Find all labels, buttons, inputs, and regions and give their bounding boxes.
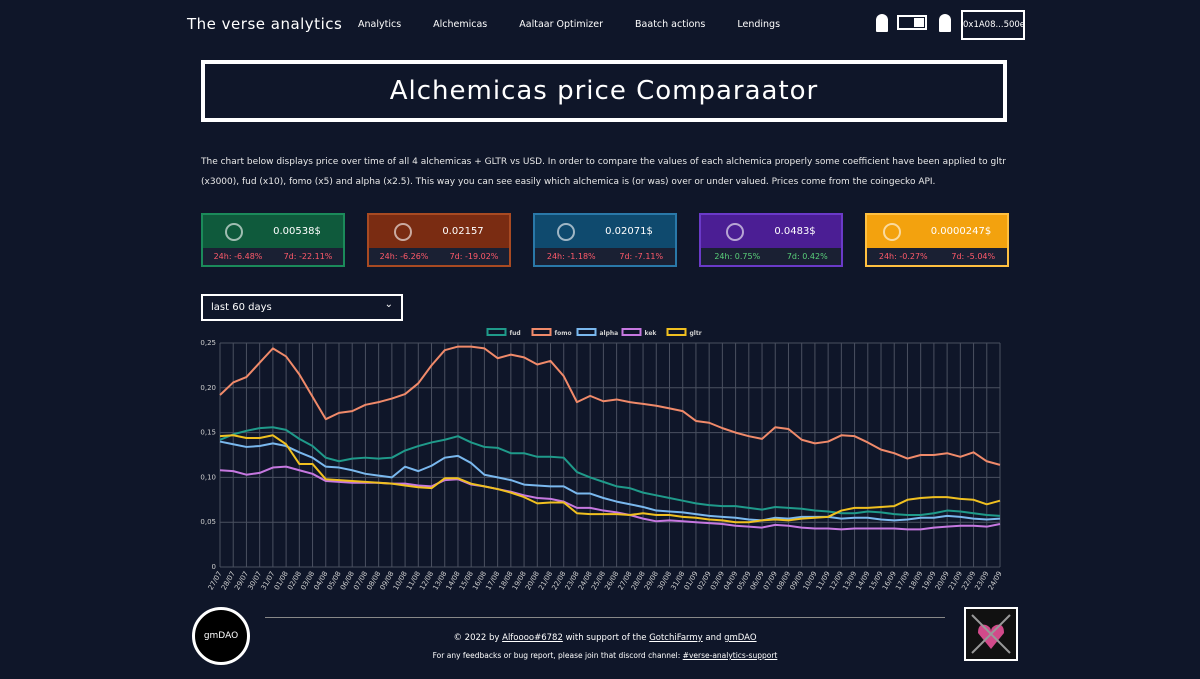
footer-text: with support of the: [565, 633, 647, 643]
alchemica-icon: [726, 222, 745, 241]
change-7d: 7d: -7.11%: [619, 252, 664, 261]
card-top: 0.0483$: [701, 215, 841, 248]
footer-link[interactable]: Alfoooo#6782: [502, 633, 563, 643]
change-7d: 7d: 0.42%: [786, 252, 828, 261]
card-top: 0.00538$: [203, 215, 343, 248]
card-bottom: 24h: 0.75% 7d: 0.42%: [701, 248, 841, 265]
price-cards: 0.00538$ 24h: -6.48% 7d: -22.11% 0.02157 24h…: [201, 213, 1009, 267]
alchemica-icon: [394, 222, 413, 241]
footer-credits: © 2022 by Alfoooo#6782 with support of t…: [265, 633, 945, 643]
intro-text: The chart below displays price over time…: [201, 157, 1006, 187]
alchemica-icon: [557, 222, 576, 241]
legend-swatch: [576, 328, 597, 336]
y-tick-label: 0,05: [200, 518, 216, 526]
change-24h: 24h: -1.18%: [546, 252, 596, 261]
change-24h: 24h: 0.75%: [714, 252, 761, 261]
card-top: 0.0000247$: [867, 215, 1007, 248]
y-tick-label: 0,15: [200, 429, 216, 437]
change-24h: 24h: -0.27%: [878, 252, 928, 261]
legend-label: gltr: [690, 330, 702, 337]
nav-link[interactable]: Analytics: [358, 19, 402, 30]
change-7d: 7d: -5.04%: [951, 252, 996, 261]
toggle-knob: [914, 18, 924, 27]
footer-feedback: For any feedbacks or bug report, please …: [265, 651, 945, 660]
footer-link[interactable]: GotchiFarmy: [649, 633, 703, 643]
price-card: 0.0000247$ 24h: -0.27% 7d: -5.04%: [865, 213, 1009, 267]
footer-image: [964, 607, 1018, 661]
price: 0.02071$: [605, 226, 653, 237]
footer-text: © 2022 by: [453, 633, 500, 643]
page-title: Alchemicas price Comparaator: [201, 60, 1007, 122]
price: 0.00538$: [273, 226, 321, 237]
change-7d: 7d: -22.11%: [283, 252, 333, 261]
change-24h: 24h: -6.26%: [379, 252, 429, 261]
legend-swatch: [531, 328, 552, 336]
theme-toggle[interactable]: [897, 15, 927, 30]
legend-swatch: [621, 328, 642, 336]
footer-rule: [265, 617, 945, 618]
period-select[interactable]: last 60 days: [201, 293, 403, 321]
ghost-icon: [876, 14, 888, 32]
card-bottom: 24h: -6.26% 7d: -19.02%: [369, 248, 509, 265]
card-bottom: 24h: -6.48% 7d: -22.11%: [203, 248, 343, 265]
change-7d: 7d: -19.02%: [449, 252, 499, 261]
legend-label: kek: [645, 330, 658, 337]
gotchi-art: [971, 614, 1011, 654]
series-line: [219, 465, 1001, 531]
discord-link[interactable]: #verse-analytics-support: [682, 651, 778, 660]
brand[interactable]: The verse analytics: [187, 15, 343, 33]
legend-swatch: [666, 328, 687, 336]
x-tick-label: 24/09: [987, 570, 1004, 590]
price: 0.02157: [442, 226, 484, 237]
series-line: [219, 345, 1001, 466]
chart: 00,050,100,150,200,2527/0728/0729/0730/0…: [200, 328, 1004, 590]
footer-logo: gmDAO: [192, 607, 250, 665]
footer-link[interactable]: gmDAO: [724, 633, 757, 643]
card-top: 0.02157: [369, 215, 509, 248]
card-bottom: 24h: -1.18% 7d: -7.11%: [535, 248, 675, 265]
price: 0.0483$: [774, 226, 816, 237]
legend-swatch: [486, 328, 507, 336]
series-line: [219, 426, 1001, 517]
footer-text: and: [705, 633, 722, 643]
y-tick-label: 0: [212, 563, 216, 571]
nav-link[interactable]: Baatch actions: [635, 19, 706, 30]
nav-link[interactable]: Aaltaar Optimizer: [519, 19, 604, 30]
wallet-button[interactable]: 0x1A08...500e: [961, 10, 1025, 40]
price: 0.0000247$: [930, 226, 992, 237]
legend-label: alpha: [600, 330, 619, 337]
price-card: 0.02071$ 24h: -1.18% 7d: -7.11%: [533, 213, 677, 267]
y-tick-label: 0,25: [200, 339, 216, 347]
series-line: [219, 440, 1001, 522]
y-tick-label: 0,10: [200, 473, 216, 481]
card-bottom: 24h: -0.27% 7d: -5.04%: [867, 248, 1007, 265]
price-card: 0.02157 24h: -6.26% 7d: -19.02%: [367, 213, 511, 267]
price-card: 0.0483$ 24h: 0.75% 7d: 0.42%: [699, 213, 843, 267]
series-line: [219, 434, 1001, 524]
alchemica-icon: [882, 222, 901, 241]
y-tick-label: 0,20: [200, 384, 216, 392]
card-top: 0.02071$: [535, 215, 675, 248]
price-card: 0.00538$ 24h: -6.48% 7d: -22.11%: [201, 213, 345, 267]
change-24h: 24h: -6.48%: [213, 252, 263, 261]
nav-link[interactable]: Alchemicas: [433, 19, 488, 30]
nav-link[interactable]: Lendings: [737, 19, 781, 30]
legend-label: fud: [510, 330, 521, 337]
alchemica-icon: [225, 222, 244, 241]
legend-label: fomo: [555, 330, 572, 337]
nav-links: Analytics Alchemicas Aaltaar Optimizer Baat…: [358, 19, 812, 30]
footer-text: For any feedbacks or bug report, please …: [432, 651, 681, 660]
ghost-icon: [939, 14, 951, 32]
